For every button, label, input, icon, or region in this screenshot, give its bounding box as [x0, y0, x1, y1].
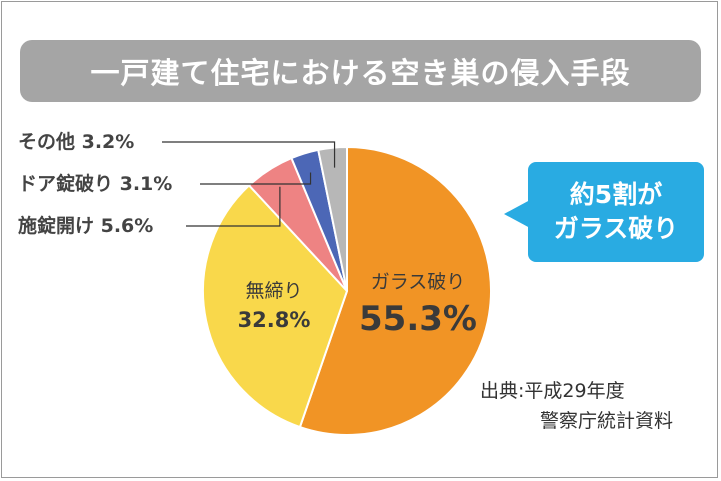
slice-label-glass: ガラス破り — [371, 271, 466, 293]
label-sonota: その他 3.2% — [18, 131, 135, 153]
source-note: 出典:平成29年度 警察庁統計資料 — [480, 376, 673, 437]
leader-line-sonota — [162, 141, 336, 168]
callout-tail — [504, 200, 530, 228]
label-door-lock-break: ドア錠破り 3.1% — [18, 173, 173, 195]
pie-slice-4 — [317, 145, 348, 292]
chart-title: 一戸建て住宅における空き巣の侵入手段 — [20, 40, 701, 102]
leader-line-sejo — [186, 186, 281, 227]
label-lock-picking: 施錠開け 5.6% — [18, 215, 154, 237]
leader-line-door — [200, 172, 312, 185]
callout-line2: ガラス破り — [553, 214, 679, 243]
source-line1: 出典:平成29年度 — [480, 380, 625, 402]
slice-value-glass: 55.3% — [359, 299, 477, 339]
slice-value-unlocked: 32.8% — [238, 308, 311, 332]
source-line2: 警察庁統計資料 — [540, 410, 674, 433]
callout-line1: 約5割が — [569, 180, 663, 210]
slice-label-unlocked: 無締り — [245, 280, 302, 302]
callout-box: 約5割が ガラス破り — [528, 162, 704, 262]
pie-slice-1 — [202, 183, 349, 429]
